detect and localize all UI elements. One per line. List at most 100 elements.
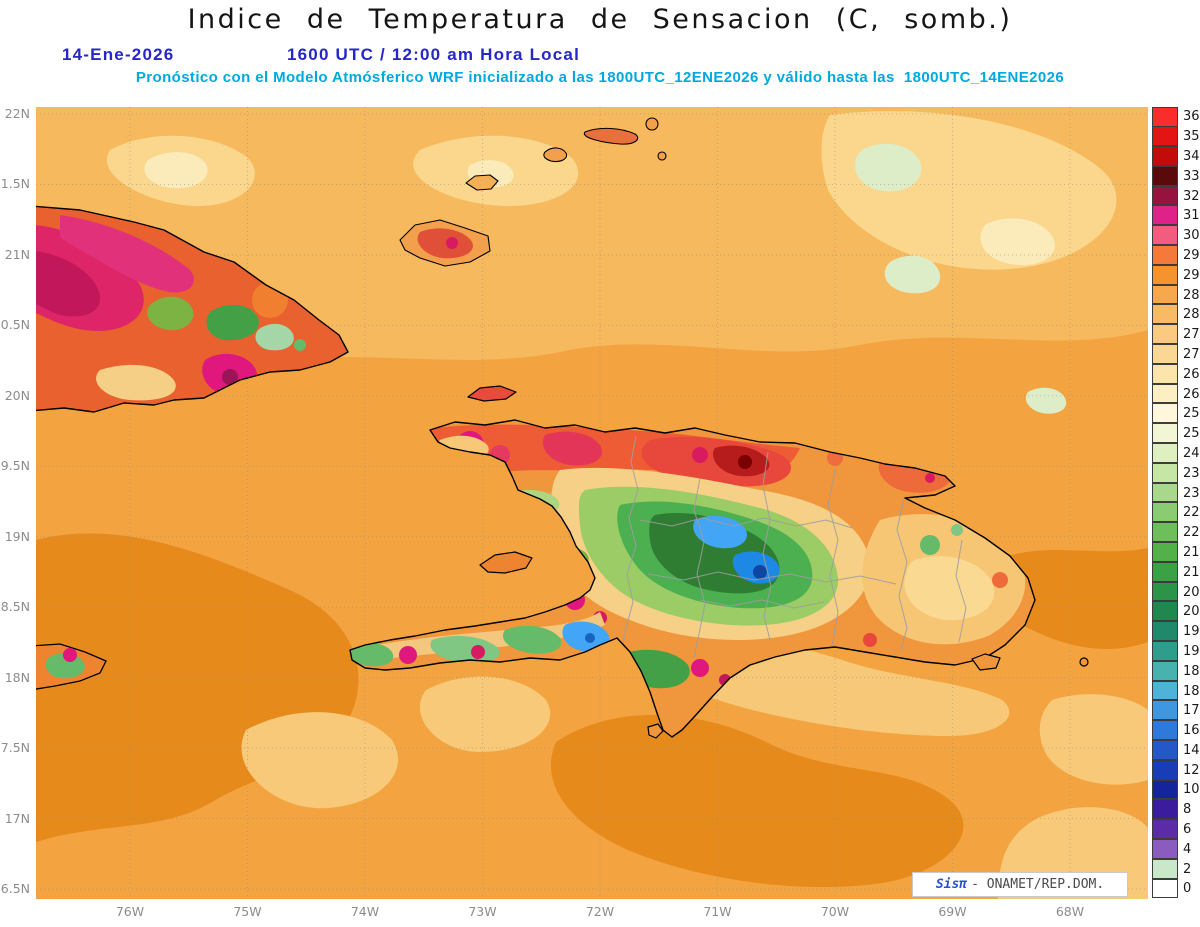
colorbar-value: 26 [1183, 386, 1200, 402]
lon-label-72W: 72W [585, 904, 615, 919]
colorbar-swatch [1152, 462, 1178, 483]
colorbar-value: 28.5 [1183, 287, 1200, 303]
lat-label-19.5N: 19.5N [0, 458, 30, 474]
colorbar-value: 30.7 [1183, 228, 1200, 244]
colorbar-value: 19 [1183, 643, 1200, 659]
colorbar-value: 6 [1183, 822, 1192, 838]
colorbar-value: 10 [1183, 782, 1200, 798]
colorbar-value: 17 [1183, 703, 1200, 719]
colorbar-entry-27: 27 [1152, 344, 1200, 365]
colorbar-swatch [1152, 126, 1178, 147]
colorbar-value: 20.5 [1183, 584, 1200, 600]
lon-label-71W: 71W [703, 904, 732, 919]
colorbar-entry-21.5: 21.5 [1152, 542, 1200, 563]
lon-label-76W: 76W [115, 904, 145, 919]
colorbar-entry-26: 26 [1152, 383, 1200, 404]
colorbar-value: 0 [1183, 881, 1192, 897]
colorbar-swatch [1152, 107, 1178, 127]
sea-cool-patch [855, 143, 922, 192]
colorbar-swatch [1152, 522, 1178, 543]
colorbar-entry-20: 20 [1152, 601, 1200, 622]
lat-label-18.5N: 18.5N [0, 599, 30, 615]
colorbar-entry-22: 22 [1152, 522, 1200, 543]
colorbar-entry-28.5: 28.5 [1152, 284, 1200, 305]
colorbar-entry-14: 14 [1152, 740, 1200, 761]
colorbar-swatch [1152, 304, 1178, 325]
colorbar-entry-32: 32 [1152, 185, 1200, 206]
colorbar-swatch [1152, 185, 1178, 206]
colorbar-entry-29: 29 [1152, 264, 1200, 285]
colorbar-swatch [1152, 146, 1178, 166]
colorbar-entry-10: 10 [1152, 779, 1200, 800]
colorbar-value: 35 [1183, 129, 1200, 145]
colorbar-value: 29.7 [1183, 247, 1200, 263]
colorbar-swatch [1152, 759, 1178, 780]
colorbar-entry-0: 0 [1152, 878, 1200, 899]
colorbar-entry-2: 2 [1152, 858, 1200, 879]
colorbar-value: 21.5 [1183, 544, 1200, 560]
colorbar-value: 34 [1183, 148, 1200, 164]
colorbar-swatch [1152, 542, 1178, 562]
colorbar-swatch [1152, 225, 1178, 246]
colorbar-entry-36: 36 [1152, 107, 1200, 127]
jamaica-landmass [36, 643, 107, 690]
lat-label-18N: 18N [4, 669, 30, 685]
colorbar-entry-4: 4 [1152, 838, 1200, 859]
colorbar-value: 22 [1183, 525, 1200, 541]
lon-label-74W: 74W [350, 904, 380, 919]
colorbar-entry-24: 24 [1152, 443, 1200, 464]
colorbar-value: 28 [1183, 307, 1200, 323]
colorbar-swatch [1152, 482, 1178, 503]
colorbar-entry-28: 28 [1152, 304, 1200, 325]
colorbar-value: 23 [1183, 485, 1200, 501]
colorbar-value: 2 [1183, 861, 1192, 877]
colorbar-entry-19: 19 [1152, 641, 1200, 662]
colorbar-swatch [1152, 245, 1178, 265]
colorbar-swatch [1152, 443, 1178, 463]
lat-label-17.5N: 17.5N [0, 740, 30, 756]
colorbar-swatch [1152, 641, 1178, 661]
colorbar-swatch [1152, 740, 1178, 760]
colorbar-entry-26.5: 26.5 [1152, 363, 1200, 384]
colorbar-value: 18.5 [1183, 663, 1200, 679]
colorbar-entry-8: 8 [1152, 799, 1200, 820]
lat-label-21N: 21N [4, 246, 30, 262]
colorbar-value: 27 [1183, 346, 1200, 362]
colorbar-swatch [1152, 621, 1178, 642]
colorbar-swatch [1152, 601, 1178, 622]
colorbar-value: 16 [1183, 723, 1200, 739]
colorbar-value: 29 [1183, 267, 1200, 283]
colorbar-swatch [1152, 680, 1178, 701]
page-title: Indice de Temperatura de Sensacion (C, s… [187, 4, 1013, 35]
forecast-model-info: Pronóstico con el Modelo Atmósferico WRF… [135, 69, 1065, 86]
colorbar-swatch [1152, 264, 1178, 285]
colorbar-entry-18: 18 [1152, 680, 1200, 701]
colorbar-swatch [1152, 581, 1178, 602]
colorbar-swatch [1152, 205, 1178, 226]
colorbar-swatch [1152, 779, 1178, 800]
colorbar-value: 26.5 [1183, 366, 1200, 382]
colorbar-swatch [1152, 660, 1178, 681]
colorbar-swatch [1152, 344, 1178, 364]
forecast-time: 1600 UTC / 12:00 am Hora Local [287, 45, 581, 64]
lat-label-16.5N: 16.5N [0, 880, 30, 896]
colorbar-entry-17: 17 [1152, 700, 1200, 721]
colorbar-entry-25.5: 25.5 [1152, 403, 1200, 424]
latitude-axis: 22N 21.5N 21N 20.5N 20N 19.5N 19N 18.5N 18N 17.5N… [0, 107, 33, 899]
colorbar-swatch [1152, 502, 1178, 523]
colorbar-value: 22.5 [1183, 505, 1200, 521]
watermark-text: - ONAMET/REP.DOM. [971, 877, 1105, 892]
colorbar-value: 25.5 [1183, 406, 1200, 422]
colorbar-entry-19.5: 19.5 [1152, 621, 1200, 642]
colorbar-entry-23: 23 [1152, 482, 1200, 503]
colorbar-value: 24 [1183, 445, 1200, 461]
colorbar-entry-27.5: 27.5 [1152, 324, 1200, 345]
colorbar-swatch [1152, 720, 1178, 740]
colorbar-entry-18.5: 18.5 [1152, 660, 1200, 681]
colorbar-entry-20.5: 20.5 [1152, 581, 1200, 602]
colorbar-value: 33 [1183, 168, 1200, 184]
colorbar-entry-25: 25 [1152, 423, 1200, 444]
lat-label-22N: 22N [4, 106, 30, 121]
colorbar-swatch [1152, 403, 1178, 424]
